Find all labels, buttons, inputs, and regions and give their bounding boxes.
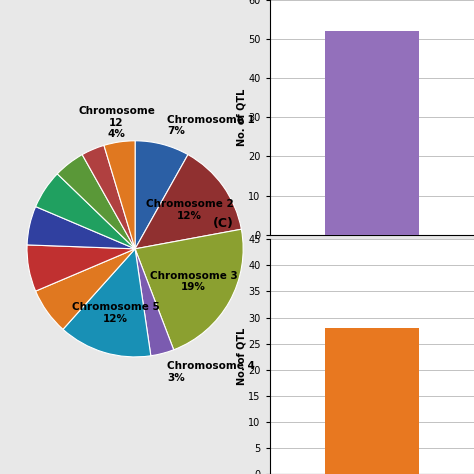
Y-axis label: No. of QTL: No. of QTL bbox=[237, 328, 247, 385]
Text: (C): (C) bbox=[212, 217, 233, 230]
Bar bbox=[325, 328, 419, 474]
Wedge shape bbox=[135, 249, 173, 356]
Wedge shape bbox=[135, 155, 241, 249]
Wedge shape bbox=[135, 141, 188, 249]
Wedge shape bbox=[36, 249, 135, 329]
Wedge shape bbox=[27, 207, 135, 249]
Wedge shape bbox=[63, 249, 151, 357]
Text: Chromosome
12
4%: Chromosome 12 4% bbox=[78, 106, 155, 139]
Wedge shape bbox=[82, 146, 135, 249]
Y-axis label: No. of QTL: No. of QTL bbox=[237, 89, 247, 146]
Wedge shape bbox=[104, 141, 135, 249]
Bar bbox=[325, 31, 419, 235]
Text: Chromosome 1
7%: Chromosome 1 7% bbox=[167, 115, 255, 136]
Wedge shape bbox=[36, 174, 135, 249]
Text: Chromosome 3
19%: Chromosome 3 19% bbox=[150, 271, 237, 292]
Wedge shape bbox=[57, 155, 135, 249]
Text: Chromosome 5
12%: Chromosome 5 12% bbox=[72, 302, 160, 324]
Wedge shape bbox=[135, 229, 243, 350]
Wedge shape bbox=[27, 245, 135, 291]
Text: Chromosome 4
3%: Chromosome 4 3% bbox=[167, 362, 255, 383]
Text: Chromosome 2
12%: Chromosome 2 12% bbox=[146, 199, 234, 221]
